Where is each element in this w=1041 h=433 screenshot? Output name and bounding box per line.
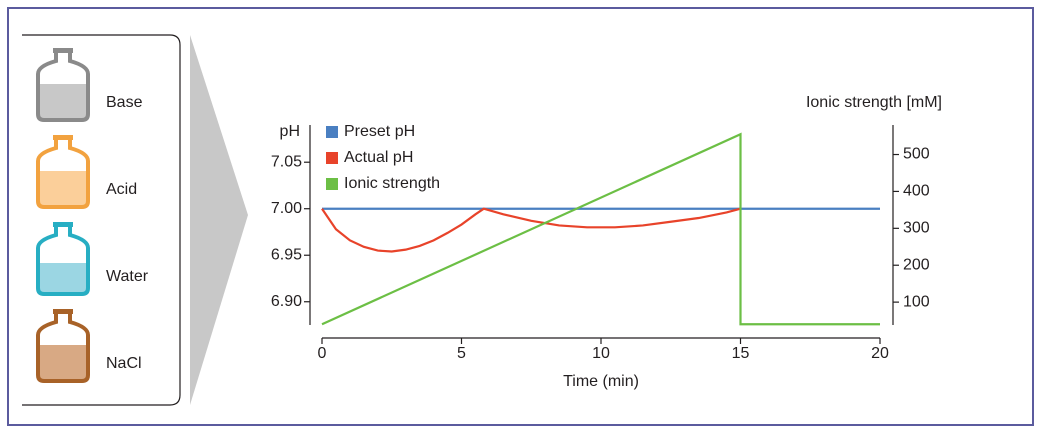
bottle-cap: [53, 309, 73, 314]
y-axis-label: pH: [280, 123, 300, 140]
legend-label: Preset pH: [344, 123, 415, 140]
y2-axis-label: Ionic strength [mM]: [806, 94, 942, 111]
bottle-liquid: [38, 345, 88, 381]
y-tick-label: 6.95: [271, 246, 302, 263]
y-tick-label: 6.90: [271, 293, 302, 310]
x-tick-label: 0: [318, 345, 327, 362]
bottle-cap: [53, 222, 73, 227]
bottle-panel: [22, 34, 181, 406]
y-tick-label: 7.00: [271, 200, 302, 217]
y2-tick-label: 200: [903, 256, 930, 273]
bottle-liquid: [38, 84, 88, 120]
legend-swatch: [326, 178, 338, 190]
series-line: [321, 132, 880, 326]
x-tick-label: 15: [732, 345, 750, 362]
y2-tick-label: 100: [903, 293, 930, 310]
bottle: [36, 314, 90, 383]
legend-swatch: [326, 152, 338, 164]
x-tick-label: 5: [457, 345, 466, 362]
bottle-cap: [53, 48, 73, 53]
arrow: [190, 35, 248, 405]
bottle-label: NaCl: [106, 355, 142, 372]
bottle-label: Water: [106, 268, 149, 285]
legend-label: Ionic strength: [344, 175, 440, 192]
y2-tick-label: 300: [903, 220, 930, 237]
bottle-cap: [53, 135, 73, 140]
x-tick-label: 10: [592, 345, 610, 362]
x-tick-label: 20: [871, 345, 889, 362]
bottle-liquid: [38, 263, 88, 294]
legend-label: Actual pH: [344, 149, 413, 166]
bottle-label: Acid: [106, 181, 137, 198]
series-line: [321, 207, 741, 253]
y-tick-label: 7.05: [271, 153, 302, 170]
frame: [7, 7, 1034, 426]
bottle: [36, 53, 90, 122]
y2-tick-label: 400: [903, 183, 930, 200]
legend-swatch: [326, 126, 338, 138]
x-axis-label: Time (min): [563, 373, 639, 390]
bottle: [36, 227, 90, 296]
bottle-liquid: [38, 171, 88, 207]
bottle: [36, 140, 90, 209]
bottle-label: Base: [106, 94, 143, 111]
y2-tick-label: 500: [903, 146, 930, 163]
